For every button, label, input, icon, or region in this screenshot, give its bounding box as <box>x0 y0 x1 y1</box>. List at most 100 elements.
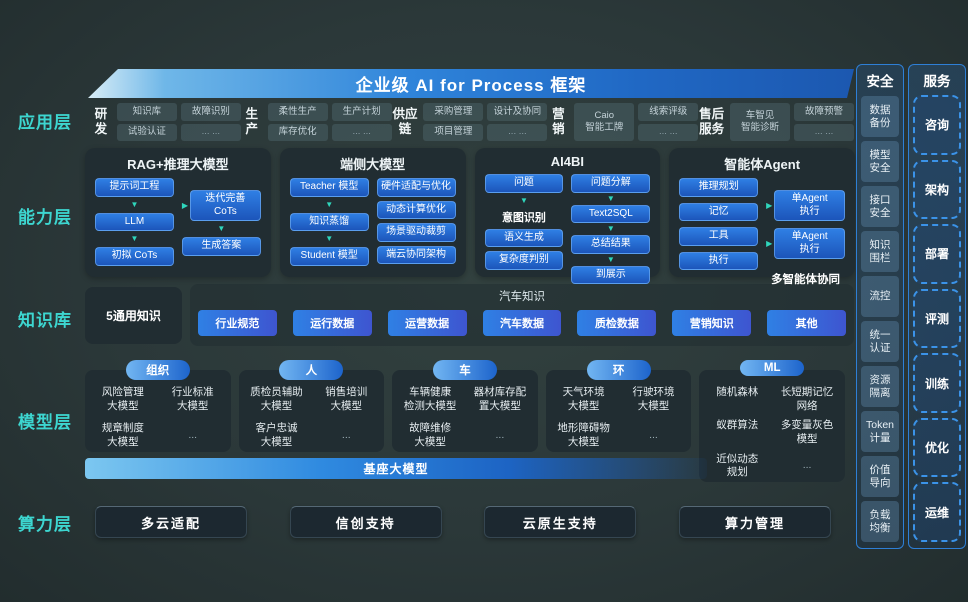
model-item: 故障维修 大模型 <box>409 422 452 448</box>
app-chip: 知识库 <box>116 103 177 121</box>
framework-title-banner: 企业级 AI for Process 框架 <box>88 69 854 98</box>
arrow-down-icon <box>607 195 615 203</box>
model-item-more: ... <box>341 429 351 442</box>
layer-label-compute: 算力层 <box>18 515 72 534</box>
app-chip: 库存优化 <box>267 123 328 141</box>
foundation-model-banner: 基座大模型 <box>85 458 707 479</box>
agent-exec-step: 单Agent 执行 <box>774 190 845 221</box>
compute-layer-row: 多云适配 信创支持 云原生支持 算力管理 <box>95 506 831 538</box>
service-item: 咨询 <box>913 95 961 155</box>
box-title: 端侧大模型 <box>340 157 406 172</box>
capability-item: 端云协同架构 <box>376 245 456 264</box>
app-group-label: 供应链 <box>392 107 418 136</box>
app-chip: 线索评级 <box>638 103 699 121</box>
knowledge-chip: 运行数据 <box>292 310 372 336</box>
service-item: 优化 <box>913 417 961 478</box>
security-item: Token 计量 <box>861 411 899 452</box>
compute-item: 云原生支持 <box>484 506 637 538</box>
model-item: 器材库存配 置大模型 <box>473 386 527 412</box>
model-item: 风险管理 大模型 <box>101 386 144 412</box>
service-item: 部署 <box>913 224 961 284</box>
rag-reasoning-model-box: RAG+推理大模型 提示词工程 LLM 初拟 CoTs 迭代完善 CoTs 生成… <box>85 148 271 277</box>
capability-item: 硬件适配与优化 <box>376 178 456 197</box>
flow-step: 迭代完善 CoTs <box>190 190 261 221</box>
app-chip: 故障预警 <box>794 103 854 121</box>
app-group-supply-chain: 供应链 采购管理 项目管理 设计及协同 ... ... <box>392 103 548 141</box>
service-item: 评测 <box>913 288 961 349</box>
app-chip: 故障识别 <box>180 103 241 121</box>
box-title: 智能体Agent <box>724 157 801 172</box>
flow-step: 语义生成 <box>484 228 564 247</box>
flow-step: 提示词工程 <box>95 178 174 197</box>
flow-step: LLM <box>95 212 174 231</box>
model-item: 客户忠诚 大模型 <box>255 422 298 448</box>
capability-layer-row: RAG+推理大模型 提示词工程 LLM 初拟 CoTs 迭代完善 CoTs 生成… <box>85 148 855 286</box>
model-item-more: ... <box>802 459 812 472</box>
model-item: 规章制度 大模型 <box>101 422 144 448</box>
service-item: 训练 <box>913 353 961 413</box>
knowledge-chip: 行业规范 <box>198 310 277 336</box>
multi-agent-note: 多智能体协同 <box>771 274 841 286</box>
edge-model-box: 端侧大模型 Teacher 模型 知识蒸馏 Student 模型 硬件适配与优化… <box>279 148 466 277</box>
model-item-more: ... <box>188 429 198 442</box>
app-chip: Caio 智能工牌 <box>574 103 635 141</box>
layer-label-knowledge: 知识库 <box>18 311 72 330</box>
arrow-down-icon <box>325 201 333 209</box>
flow-step: Text2SQL <box>571 204 651 223</box>
model-group-pill: ML <box>740 360 805 376</box>
app-chip: 车智见 智能诊断 <box>730 103 790 141</box>
app-chip: 试验认证 <box>116 123 177 141</box>
layer-label-capability: 能力层 <box>18 208 72 227</box>
ai4bi-box: AI4BI 问题 意图识别 语义生成 复杂度判别 问题分解 Text2SQL 总… <box>474 148 661 284</box>
model-item: 蚁群算法 <box>716 419 759 432</box>
model-group-pill: 环 <box>586 360 651 380</box>
model-layer-row: 组织 风险管理 大模型 行业标准 大模型 规章制度 大模型 ... 人 质检员辅… <box>85 360 845 482</box>
arrow-down-icon <box>520 197 528 205</box>
arrow-down-icon <box>607 225 615 233</box>
capability-item: 场景驱动裁剪 <box>376 223 456 242</box>
arrow-right-icon <box>766 239 772 248</box>
app-group-marketing: 营销 Caio 智能工牌 线索评级 ... ... <box>547 103 699 141</box>
app-chip: 设计及协同 <box>487 103 548 121</box>
flow-step: Student 模型 <box>289 247 369 266</box>
compute-item: 算力管理 <box>678 506 831 538</box>
security-item: 流控 <box>861 276 899 317</box>
model-group-people: 人 质检员辅助 大模型 销售培训 大模型 客户忠诚 大模型 ... <box>238 360 385 452</box>
agent-exec-step: 单Agent 执行 <box>774 228 845 259</box>
model-group-vehicle: 车 车辆健康 检测大模型 器材库存配 置大模型 故障维修 大模型 ... <box>392 360 538 452</box>
security-item: 统一 认证 <box>861 321 899 362</box>
model-item: 地形障碍物 大模型 <box>557 422 610 448</box>
model-group-pill: 组织 <box>125 360 190 380</box>
model-item: 近似动态 规划 <box>716 452 759 479</box>
app-chip-more: ... ... <box>180 123 241 141</box>
app-chip-more: ... ... <box>487 123 548 141</box>
flow-step: 总结结果 <box>571 235 651 254</box>
security-item: 接口 安全 <box>861 186 899 227</box>
capability-item: 动态计算优化 <box>376 200 456 219</box>
general-knowledge-box: 5通用知识 <box>85 287 182 344</box>
layer-label-application: 应用层 <box>18 113 72 132</box>
arrow-down-icon <box>130 201 138 209</box>
service-rail-title: 服务 <box>923 74 951 89</box>
app-group-label: 生产 <box>245 107 259 136</box>
flow-step: 初拟 CoTs <box>95 247 174 266</box>
model-item: 质检员辅助 大模型 <box>250 386 303 412</box>
model-group-environment: 环 天气环境 大模型 行驶环境 大模型 地形障碍物 大模型 ... <box>545 360 692 452</box>
flow-step: 到展示 <box>571 265 651 284</box>
flow-step-text: 意图识别 <box>501 211 546 224</box>
model-group-organization: 组织 风险管理 大模型 行业标准 大模型 规章制度 大模型 ... <box>85 360 231 452</box>
model-item: 车辆健康 检测大模型 <box>403 386 457 412</box>
model-item: 天气环境 大模型 <box>562 386 605 412</box>
knowledge-chip: 质检数据 <box>577 310 657 336</box>
model-item: 行业标准 大模型 <box>171 386 214 412</box>
flow-step: 问题分解 <box>571 174 651 193</box>
flow-step: 复杂度判别 <box>484 251 564 270</box>
agent-box: 智能体Agent 推理规划 记忆 工具 执行 单Agent 执行 单Agent … <box>669 148 855 286</box>
security-item: 价值 导向 <box>861 456 899 497</box>
compute-item: 多云适配 <box>95 506 247 538</box>
arrow-down-icon <box>325 235 333 243</box>
layer-label-model: 模型层 <box>18 413 72 432</box>
knowledge-chip: 汽车数据 <box>482 310 562 336</box>
model-item: 行驶环境 大模型 <box>632 386 675 412</box>
